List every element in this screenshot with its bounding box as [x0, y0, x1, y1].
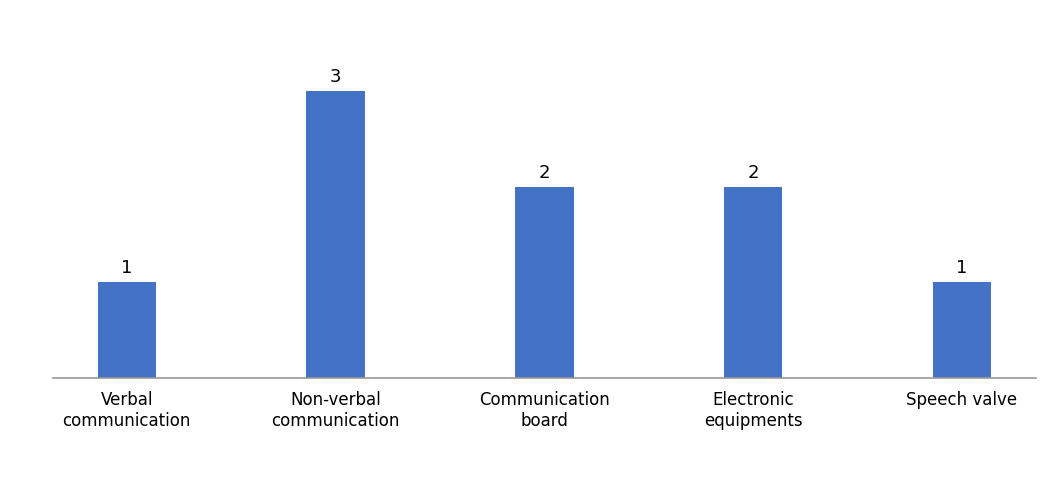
Text: 2: 2 [539, 164, 550, 182]
Text: 1: 1 [122, 259, 132, 277]
Bar [724, 187, 782, 378]
Bar [932, 282, 991, 378]
Bar [515, 187, 574, 378]
Bar [307, 91, 365, 378]
Text: 2: 2 [747, 164, 759, 182]
Text: 3: 3 [330, 68, 341, 86]
Bar [97, 282, 156, 378]
Text: 1: 1 [957, 259, 967, 277]
